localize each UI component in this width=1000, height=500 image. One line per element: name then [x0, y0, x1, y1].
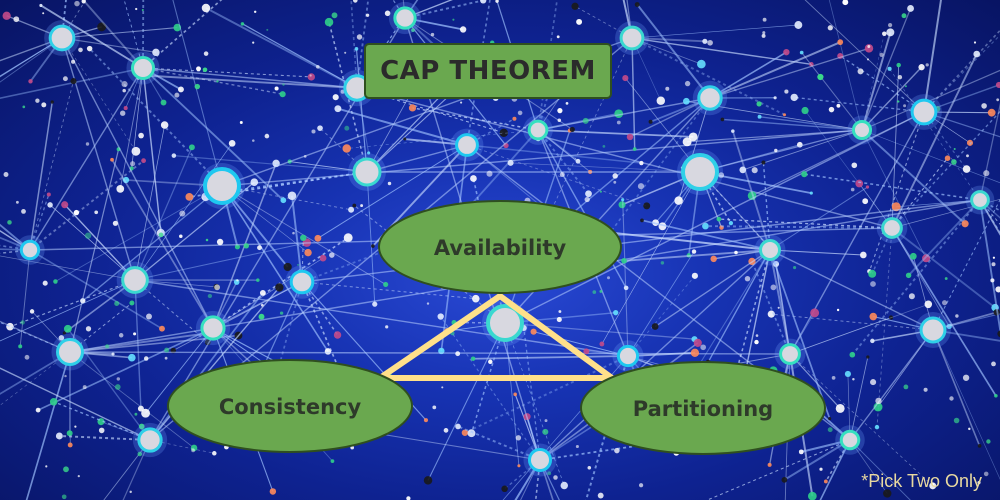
consistency-node: Consistency: [167, 359, 413, 453]
page-title: CAP THEOREM: [364, 43, 612, 99]
partitioning-label: Partitioning: [633, 397, 773, 421]
cap-triangle: [377, 293, 615, 381]
consistency-label: Consistency: [219, 395, 362, 419]
availability-label: Availability: [434, 236, 567, 260]
partitioning-node: Partitioning: [580, 361, 826, 455]
pick-two-note: *Pick Two Only: [861, 471, 982, 491]
availability-node: Availability: [378, 200, 622, 294]
